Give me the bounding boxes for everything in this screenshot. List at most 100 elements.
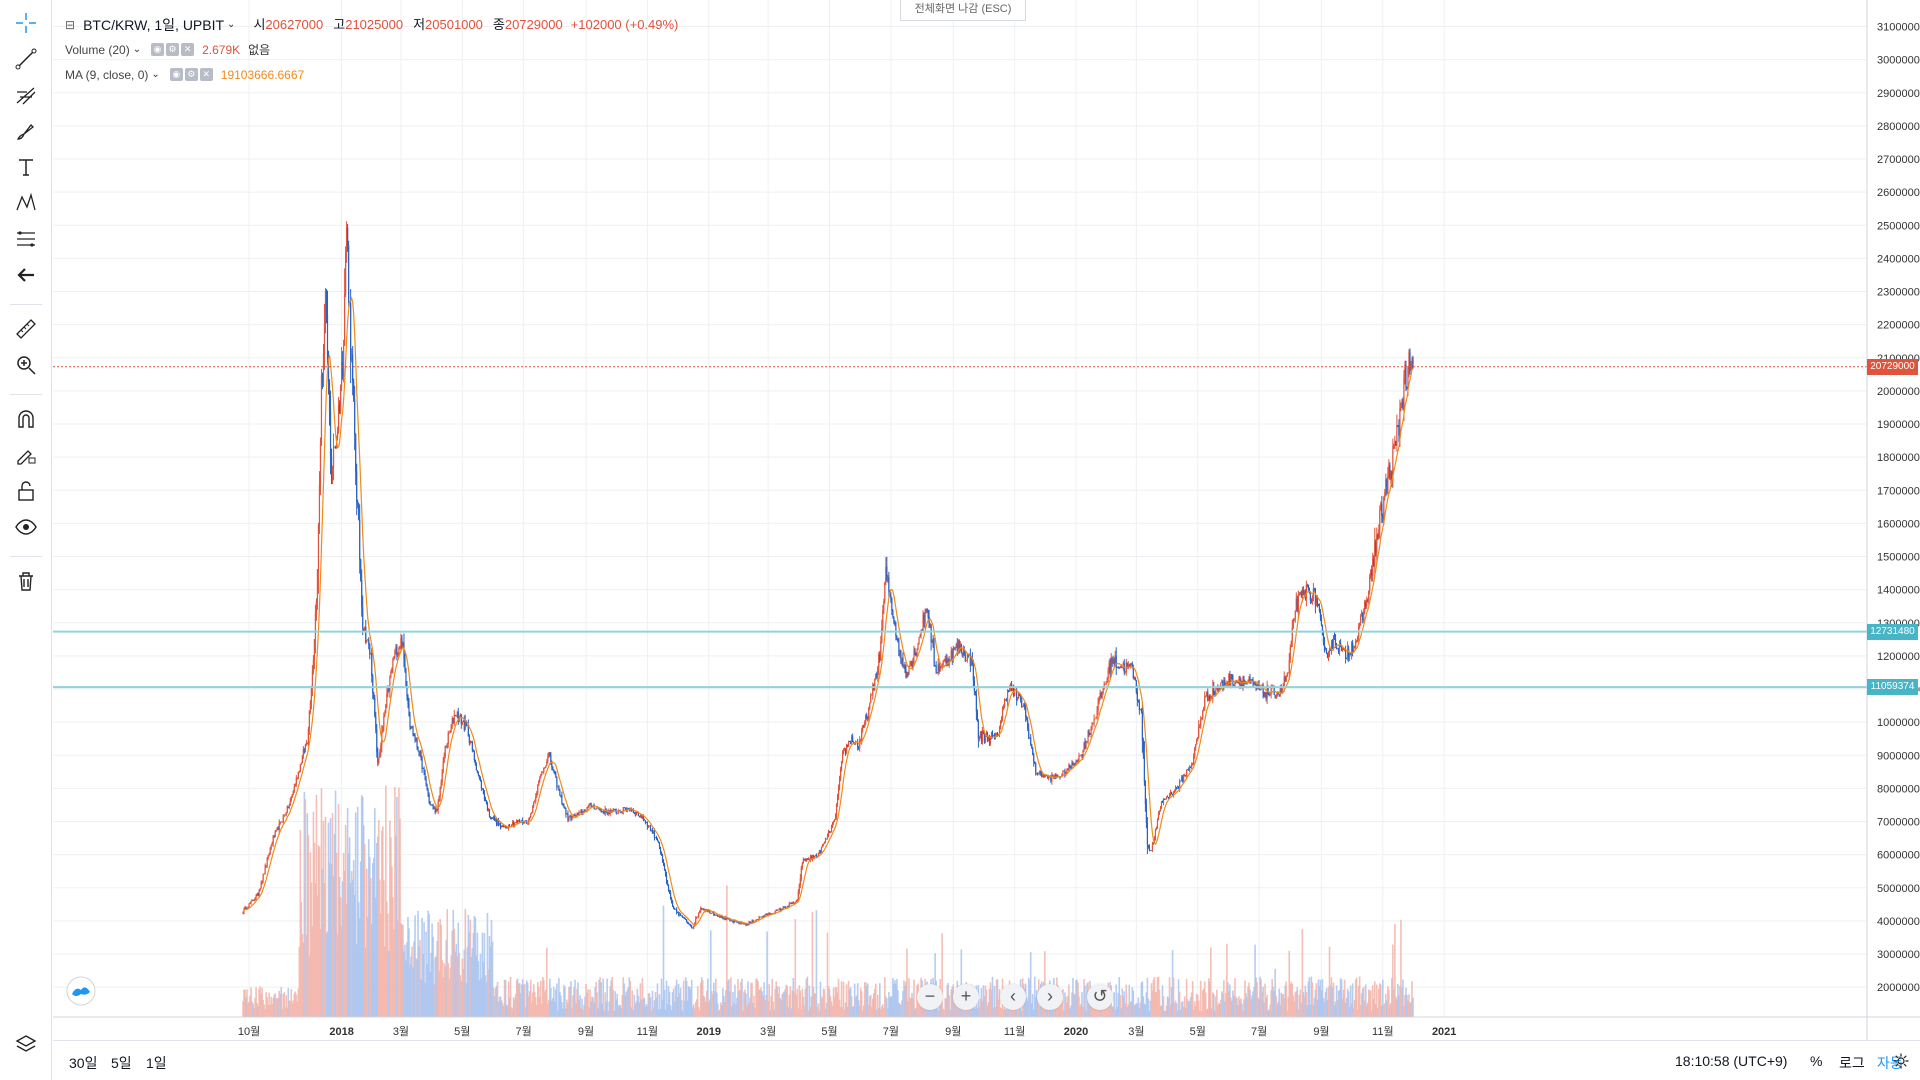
volume-bar [1291, 983, 1294, 1017]
candle-body [699, 910, 701, 913]
volume-bar [1191, 981, 1194, 1017]
object-tree-tool[interactable] [11, 1030, 41, 1060]
volume-bar [371, 863, 374, 1017]
range-1d-button[interactable]: 1일 [146, 1055, 167, 1071]
auto-toggle[interactable]: 자동 [1877, 1055, 1903, 1071]
exit-fullscreen-hint[interactable]: 전체화면 나감 (ESC) [900, 0, 1026, 21]
candle-body [839, 769, 842, 779]
candle-body [376, 729, 378, 753]
remove-icon[interactable]: ✕ [199, 68, 213, 81]
candle-body [419, 752, 421, 757]
brush-tool[interactable] [11, 116, 41, 146]
visibility-icon[interactable]: ◉ [169, 68, 183, 81]
volume-bar [312, 811, 315, 1017]
volume-bar [611, 976, 614, 1017]
chevron-down-icon[interactable]: ⌄ [132, 43, 142, 55]
volume-bar [251, 1001, 253, 1017]
volume-bar [1003, 999, 1006, 1017]
pattern-tool[interactable] [11, 188, 41, 218]
ruler-tool[interactable] [11, 314, 41, 344]
lock-drawing-tool[interactable] [11, 440, 41, 470]
volume-bar [512, 997, 515, 1017]
candle-body [394, 650, 396, 657]
range-5d-button[interactable]: 5일 [111, 1055, 132, 1071]
volume-bar [585, 983, 587, 1017]
candle-body [636, 811, 638, 814]
settings-icon[interactable]: ⚙ [166, 43, 180, 56]
candle-body [369, 644, 371, 654]
candle-body [830, 826, 833, 832]
volume-bar [411, 946, 413, 1017]
volume-bar [350, 871, 353, 1017]
reset-chart-button[interactable]: ↺ [1087, 984, 1113, 1010]
price-chart[interactable]: 2000000300000040000005000000600000070000… [53, 0, 1920, 1040]
collapse-icon[interactable]: ⊟ [65, 17, 76, 32]
zoom-tool[interactable] [11, 350, 41, 380]
visibility-icon[interactable]: ◉ [151, 43, 165, 56]
crosshair-tool[interactable] [11, 8, 41, 38]
candle-body [1025, 707, 1027, 717]
ma-indicator-name[interactable]: MA (9, close, 0) [65, 67, 149, 82]
candle-body [776, 909, 778, 911]
candle-body [1207, 692, 1209, 701]
visibility-tool[interactable] [11, 512, 41, 542]
scroll-left-button[interactable]: ‹ [1000, 984, 1026, 1010]
volume-bar [527, 995, 530, 1017]
delete-tool[interactable] [11, 566, 41, 596]
candle-body [451, 718, 453, 725]
volume-bar [978, 1006, 981, 1017]
volume-indicator-name[interactable]: Volume (20) [65, 42, 130, 57]
candle-body [375, 716, 377, 730]
log-toggle[interactable]: 로그 [1839, 1055, 1865, 1071]
volume-bar [1024, 983, 1027, 1017]
volume-bar [355, 944, 358, 1017]
trend-line-tool[interactable] [11, 44, 41, 74]
settings-icon[interactable]: ⚙ [184, 68, 198, 81]
magnet-tool[interactable] [11, 404, 41, 434]
candle-body [398, 648, 400, 653]
volume-bar [824, 1008, 827, 1017]
candle-body [793, 902, 795, 904]
zoom-out-button[interactable]: − [917, 984, 943, 1010]
candle-body [1341, 647, 1344, 651]
prediction-tool[interactable] [11, 224, 41, 254]
candle-body [1037, 773, 1039, 775]
volume-bar [303, 791, 306, 1017]
volume-bar [1351, 983, 1354, 1017]
fib-tool[interactable] [11, 80, 41, 110]
remove-icon[interactable]: ✕ [181, 43, 195, 56]
scroll-right-button[interactable]: › [1037, 984, 1063, 1010]
tradingview-logo-icon[interactable] [66, 976, 96, 1006]
candle-body [377, 752, 379, 763]
chevron-down-icon[interactable]: ⌄ [227, 18, 236, 30]
candle-body [1313, 588, 1316, 590]
candle-body [596, 807, 598, 809]
range-30d-button[interactable]: 30일 [69, 1055, 98, 1071]
gear-icon[interactable] [1892, 1052, 1910, 1070]
candle-body [1303, 591, 1305, 595]
volume-bar [1368, 991, 1371, 1017]
time-tick-label: 7월 [883, 1025, 899, 1038]
symbol-title[interactable]: BTC/KRW, 1일, UPBIT [83, 16, 225, 33]
percent-toggle[interactable]: % [1810, 1053, 1823, 1069]
candle-body [553, 770, 555, 772]
volume-bar [308, 955, 311, 1017]
chevron-down-icon[interactable]: ⌄ [151, 68, 160, 80]
volume-bar [392, 897, 394, 1017]
volume-bar [1348, 1006, 1351, 1017]
back-tool[interactable] [11, 260, 41, 290]
clock[interactable]: 18:10:58 (UTC+9) [1675, 1053, 1788, 1069]
text-tool[interactable] [11, 152, 41, 182]
candle-body [1393, 445, 1395, 447]
volume-bar [678, 993, 681, 1017]
volume-bar [829, 996, 832, 1017]
candle-body [432, 805, 434, 809]
volume-bar [1328, 946, 1331, 1017]
candle-body [405, 669, 407, 687]
zoom-in-button[interactable]: + [953, 984, 979, 1010]
volume-bar [438, 971, 440, 1017]
volume-bar [1286, 1010, 1289, 1017]
lock-tool[interactable] [11, 476, 41, 506]
volume-bar [248, 1001, 250, 1017]
candle-body [418, 751, 420, 757]
